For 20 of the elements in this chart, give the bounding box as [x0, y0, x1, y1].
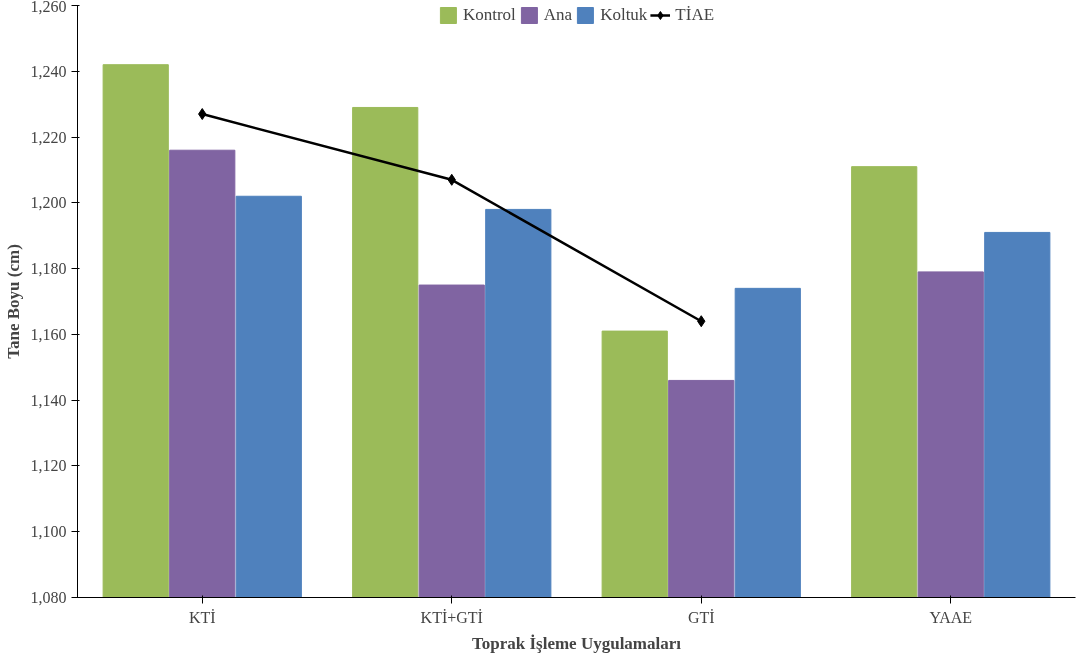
y-tick-label: 1,080: [30, 589, 67, 606]
x-tick-label: GTİ: [687, 608, 715, 626]
y-tick-label: 1,160: [30, 325, 67, 343]
x-axis-title: Toprak İşleme Uygulamaları: [471, 633, 682, 653]
legend-label: Kontrol: [462, 5, 516, 25]
y-tick-label: 1,260: [30, 0, 67, 15]
x-tick-label: YAAE: [929, 608, 973, 626]
y-axis-title: Tane Boyu (cm): [3, 244, 23, 359]
y-tick-label: 1,100: [30, 523, 67, 541]
y-tick-label: 1,240: [30, 62, 67, 80]
legend-label: Koltuk: [600, 5, 648, 25]
x-tick-label: KTİ: [188, 608, 216, 626]
y-tick-label: 1,140: [30, 391, 67, 409]
y-tick-label: 1,120: [30, 457, 67, 475]
legend-label: TİAE: [675, 5, 715, 25]
x-tick-label: KTİ+GTİ: [420, 608, 483, 626]
y-tick-label: 1,180: [30, 260, 67, 278]
legend-label: Ana: [543, 5, 573, 25]
y-tick-label: 1,220: [30, 128, 67, 146]
y-tick-label: 1,200: [30, 194, 67, 212]
